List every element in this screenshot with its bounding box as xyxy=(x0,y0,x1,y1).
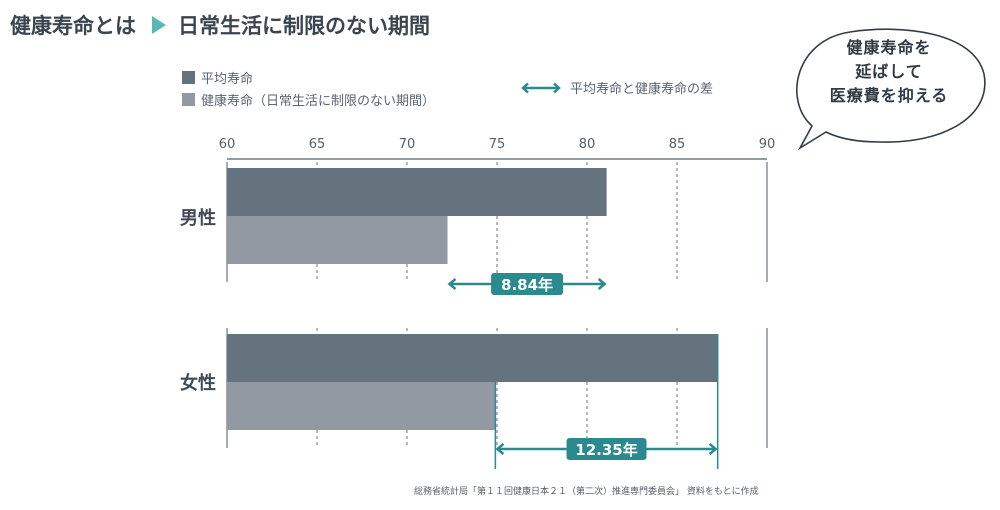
legend: 平均寿命 健康寿命（日常生活に制限のない期間） xyxy=(182,66,435,110)
x-tick-label: 75 xyxy=(489,137,506,152)
category-label: 女性 xyxy=(180,372,216,394)
difference-arrow-head xyxy=(597,278,607,290)
bar-life-expectancy xyxy=(227,168,607,216)
bar-healthy-life-expectancy xyxy=(227,216,448,264)
bubble-line: 医療費を抑える xyxy=(829,86,949,105)
legend-label-healthy-life-expectancy: 健康寿命（日常生活に制限のない期間） xyxy=(201,93,436,109)
bar-healthy-life-expectancy xyxy=(227,382,496,430)
page-title: 健康寿命とは xyxy=(10,14,136,38)
difference-arrow-head xyxy=(447,278,457,290)
title-row: 健康寿命とは 日常生活に制限のない期間 xyxy=(10,8,430,42)
difference-label: 8.84年 xyxy=(501,276,553,294)
x-tick-label: 60 xyxy=(219,137,236,152)
page-subtitle: 日常生活に制限のない期間 xyxy=(178,14,430,38)
difference-arrow-head xyxy=(495,443,505,455)
x-tick-label: 80 xyxy=(579,137,596,152)
difference-label-box xyxy=(566,438,647,460)
legend-item-difference: 平均寿命と健康寿命の差 xyxy=(520,78,713,97)
speech-bubble xyxy=(796,28,986,151)
bubble-line: 延ばして xyxy=(855,62,923,81)
legend-label-difference: 平均寿命と健康寿命の差 xyxy=(570,82,714,97)
speech-bubble-text: 健康寿命を 延ばして 医療費を抑える xyxy=(800,36,978,108)
source-note: 総務省統計局「第１１回健康日本２１（第二次）推進専門委員会」 資料をもとに作成 xyxy=(414,487,759,497)
legend-swatch-healthy-life-expectancy xyxy=(182,92,195,106)
legend-item-life-expectancy: 平均寿命 xyxy=(182,66,435,88)
double-arrow-icon xyxy=(521,82,561,93)
difference-label-box xyxy=(491,273,564,295)
x-tick-label: 65 xyxy=(309,137,326,152)
legend-label-life-expectancy: 平均寿命 xyxy=(201,71,254,87)
x-tick-label: 90 xyxy=(759,137,776,152)
play-arrow-icon xyxy=(152,16,166,34)
difference-arrow-head xyxy=(708,443,718,455)
bar-life-expectancy xyxy=(227,334,718,382)
legend-item-healthy-life-expectancy: 健康寿命（日常生活に制限のない期間） xyxy=(182,88,435,110)
x-tick-label: 70 xyxy=(399,137,416,152)
category-label: 男性 xyxy=(180,207,216,229)
x-tick-label: 85 xyxy=(669,137,686,152)
legend-swatch-life-expectancy xyxy=(182,70,195,84)
difference-label: 12.35年 xyxy=(575,441,637,459)
bubble-line: 健康寿命を xyxy=(846,38,932,57)
